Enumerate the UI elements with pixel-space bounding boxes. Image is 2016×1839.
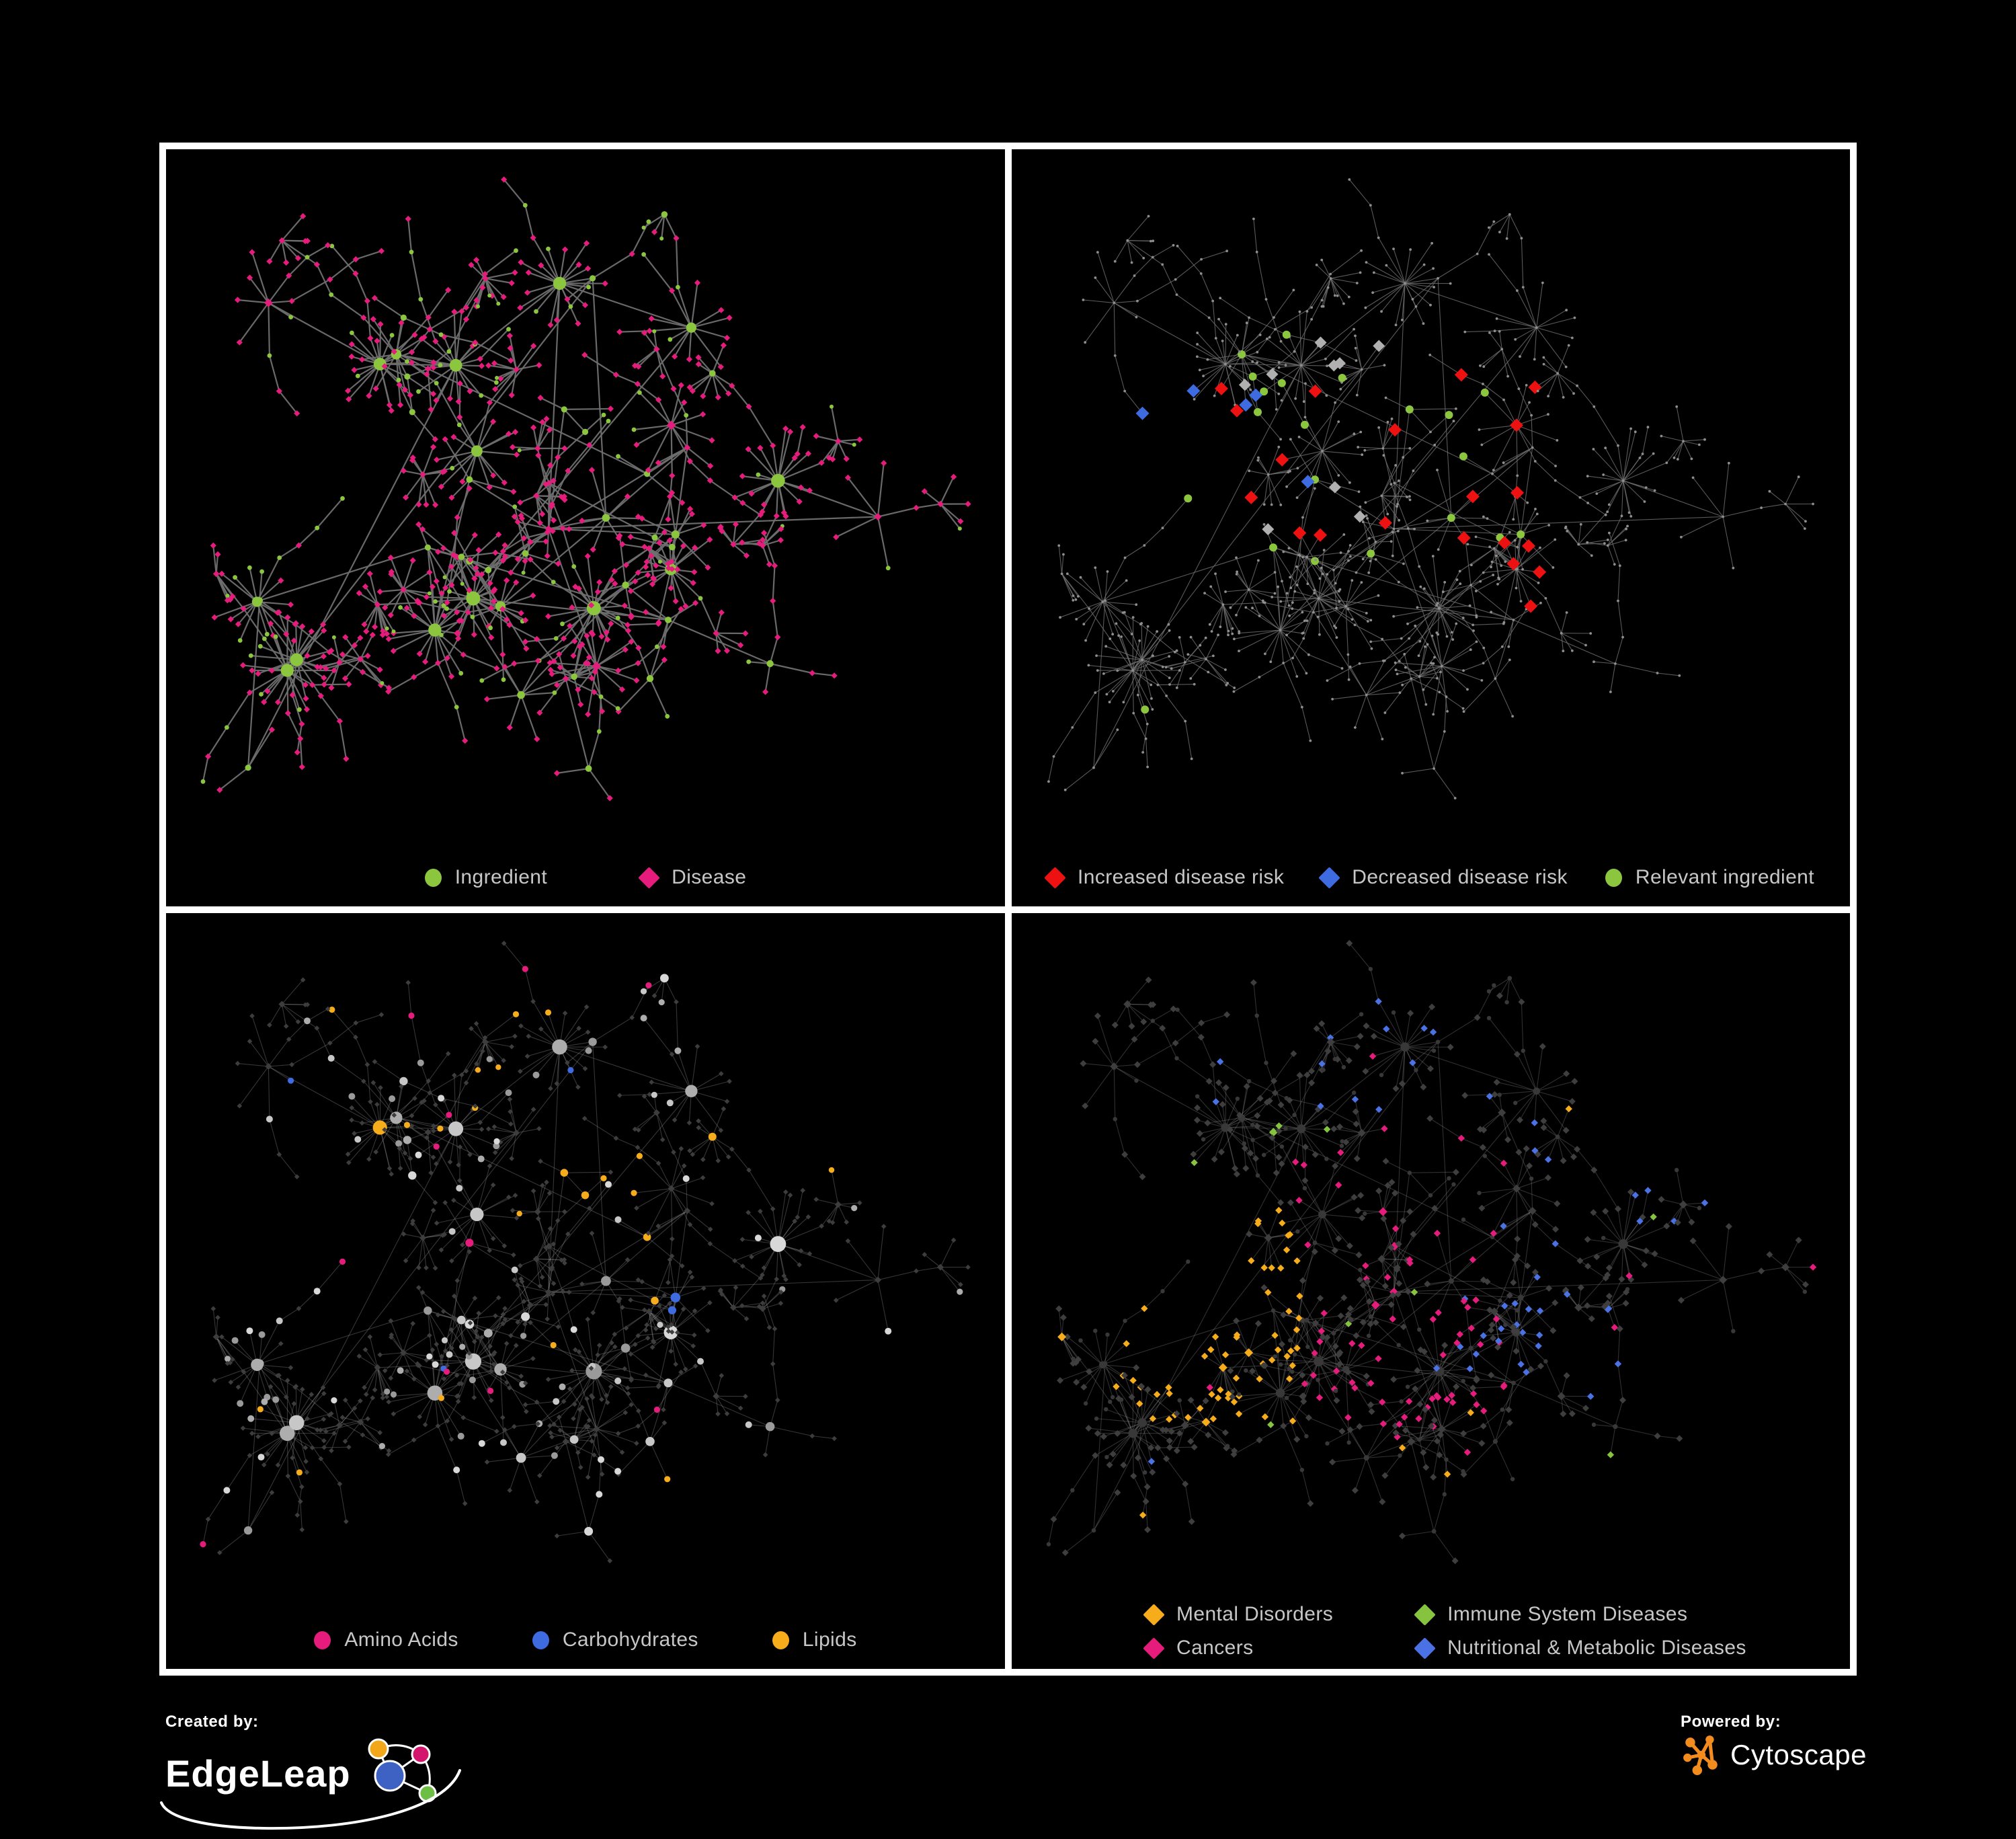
lipids-marker-icon — [772, 1631, 789, 1649]
network-graph-disease-classes — [1012, 913, 1850, 1669]
created-by-label: Created by: — [165, 1713, 449, 1731]
legend-item: Disease — [641, 866, 746, 889]
legend-item: Mental Disorders — [1146, 1603, 1333, 1626]
network-graph-ingredient-classes — [166, 913, 1005, 1669]
disease-marker-icon — [638, 867, 660, 889]
legend-item: Relevant ingredient — [1605, 866, 1814, 889]
ingredient-marker-icon — [425, 869, 442, 887]
amino-acids-marker-icon — [314, 1631, 331, 1649]
decreased-risk-marker-icon — [1319, 867, 1341, 889]
legend-item: Cancers — [1146, 1637, 1333, 1659]
legend-label: Nutritional & Metabolic Diseases — [1447, 1637, 1746, 1659]
edgeleap-network-icon — [348, 1734, 449, 1813]
legend-label: Immune System Diseases — [1447, 1603, 1687, 1626]
edgeleap-wordmark: EdgeLeap — [165, 1755, 351, 1793]
legend-label: Lipids — [803, 1629, 857, 1651]
network-graph-disease-risk — [1012, 149, 1850, 906]
edgeleap-brand: EdgeLeap — [165, 1734, 449, 1813]
cytoscape-icon — [1681, 1734, 1722, 1776]
powered-by-label: Powered by: — [1681, 1713, 1867, 1731]
legend-label: Amino Acids — [344, 1629, 458, 1651]
legend-label: Disease — [672, 866, 746, 889]
legend-label: Relevant ingredient — [1636, 866, 1814, 889]
legend-label: Ingredient — [455, 866, 547, 889]
increased-risk-marker-icon — [1044, 867, 1066, 889]
cytoscape-brand: Cytoscape — [1681, 1734, 1867, 1776]
panel-disease-risk: Increased disease risk Decreased disease… — [1012, 149, 1850, 906]
legend-label: Cancers — [1176, 1637, 1254, 1659]
legend-label: Decreased disease risk — [1352, 866, 1568, 889]
legend-item: Immune System Diseases — [1417, 1603, 1746, 1626]
legend-label: Increased disease risk — [1078, 866, 1284, 889]
legend-item: Amino Acids — [314, 1629, 458, 1651]
immune-diseases-marker-icon — [1414, 1604, 1436, 1626]
legend-item: Decreased disease risk — [1322, 866, 1568, 889]
legend-item: Lipids — [772, 1629, 857, 1651]
cytoscape-wordmark: Cytoscape — [1730, 1739, 1867, 1771]
cytoscape-credit: Powered by: Cytoscape — [1681, 1713, 1867, 1776]
legend-label: Carbohydrates — [563, 1629, 698, 1651]
legend-item: Nutritional & Metabolic Diseases — [1417, 1637, 1746, 1659]
panel-disease-classes: Mental Disorders Immune System Diseases … — [1012, 913, 1850, 1669]
legend-label: Mental Disorders — [1176, 1603, 1333, 1626]
relevant-ingredient-marker-icon — [1605, 869, 1622, 887]
panel-ingredient-classes: Amino Acids Carbohydrates Lipids — [166, 913, 1005, 1669]
carbohydrates-marker-icon — [532, 1631, 549, 1649]
legend-disease-risk: Increased disease risk Decreased disease… — [1012, 866, 1850, 889]
legend-item: Increased disease risk — [1047, 866, 1284, 889]
panel-ingredient-disease: Ingredient Disease — [166, 149, 1005, 906]
nutritional-metabolic-marker-icon — [1414, 1637, 1436, 1659]
legend-item: Carbohydrates — [532, 1629, 698, 1651]
legend-item: Ingredient — [425, 866, 547, 889]
edgeleap-credit: Created by: EdgeLeap — [165, 1713, 449, 1813]
cancers-marker-icon — [1143, 1637, 1165, 1659]
legend-ingredient-classes: Amino Acids Carbohydrates Lipids — [166, 1629, 1005, 1651]
network-graph-ingredient-disease — [166, 149, 1005, 906]
panel-grid: Ingredient Disease Increased disease ris… — [159, 143, 1857, 1676]
legend-disease-classes: Mental Disorders Immune System Diseases … — [1146, 1603, 1746, 1659]
mental-disorders-marker-icon — [1143, 1604, 1165, 1626]
legend-ingredient-disease: Ingredient Disease — [166, 866, 1005, 889]
